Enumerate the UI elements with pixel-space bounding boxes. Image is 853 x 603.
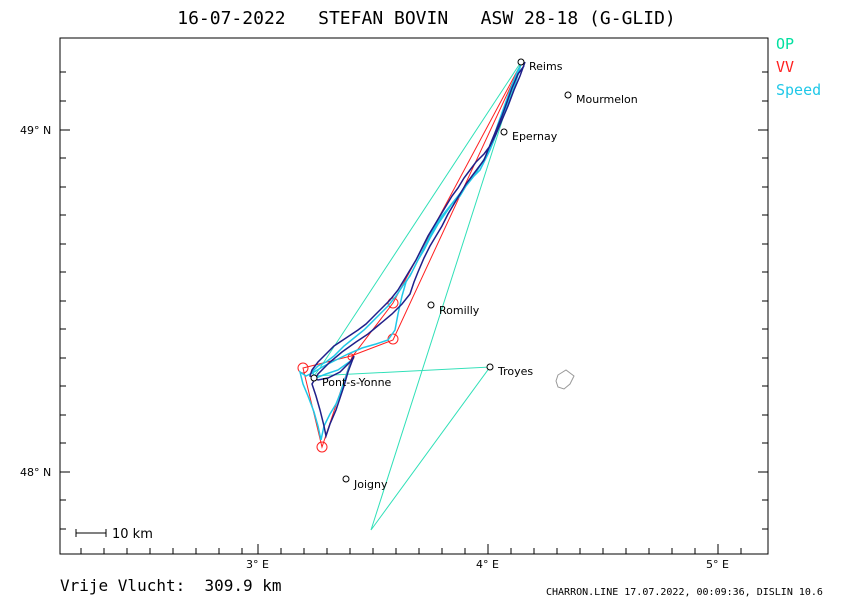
place-marker (486, 363, 494, 371)
map-title: 16-07-2022 STEFAN BOVIN ASW 28-18 (G-GLI… (177, 8, 676, 29)
map-frame (59, 37, 769, 555)
place-label: Mourmelon (576, 93, 638, 106)
place-mourmelon: Mourmelon (564, 91, 638, 106)
place-marker (310, 374, 318, 382)
speed-track-line (298, 62, 523, 441)
place-joigny: Joigny (342, 475, 388, 491)
lon-label-3: 3° E (246, 558, 269, 571)
place-marker (500, 128, 508, 136)
place-reims: Reims (517, 58, 563, 73)
place-label: Troyes (497, 365, 533, 378)
scale-bar (75, 529, 107, 537)
op-route-line (312, 61, 522, 531)
legend: OP VV Speed (776, 33, 821, 102)
place-troyes: Troyes (486, 363, 533, 378)
lat-label-49: 49° N (20, 124, 51, 137)
place-label: Joigny (353, 478, 388, 491)
lon-label-4: 4° E (476, 558, 499, 571)
place-pont-s-yonne: Pont-s-Yonne (310, 374, 392, 389)
legend-item-speed: Speed (776, 81, 822, 99)
scale-label: 10 km (112, 527, 153, 542)
place-label: Romilly (439, 304, 480, 317)
place-epernay: Epernay (500, 128, 558, 143)
place-marker (517, 58, 525, 66)
place-marker (342, 475, 350, 483)
place-marker (427, 301, 435, 309)
place-marker (564, 91, 572, 99)
vv-route-line (302, 61, 523, 449)
lon-label-5: 5° E (706, 558, 729, 571)
place-label: Pont-s-Yonne (322, 376, 392, 389)
legend-item-op: OP (776, 35, 795, 53)
altitude-track-line (309, 61, 526, 439)
lat-label-48: 48° N (20, 466, 51, 479)
lake-outline (555, 369, 575, 390)
legend-item-vv: VV (776, 58, 795, 76)
place-label: Reims (529, 60, 563, 73)
place-label: Epernay (512, 130, 558, 143)
credits-text: CHARRON.LINE 17.07.2022, 00:09:36, DISLI… (546, 587, 823, 598)
lon-tick-marks (80, 544, 742, 554)
place-romilly: Romilly (427, 301, 480, 317)
lat-tick-marks (60, 71, 768, 530)
distance-summary: Vrije Vlucht: 309.9 km (60, 576, 282, 595)
